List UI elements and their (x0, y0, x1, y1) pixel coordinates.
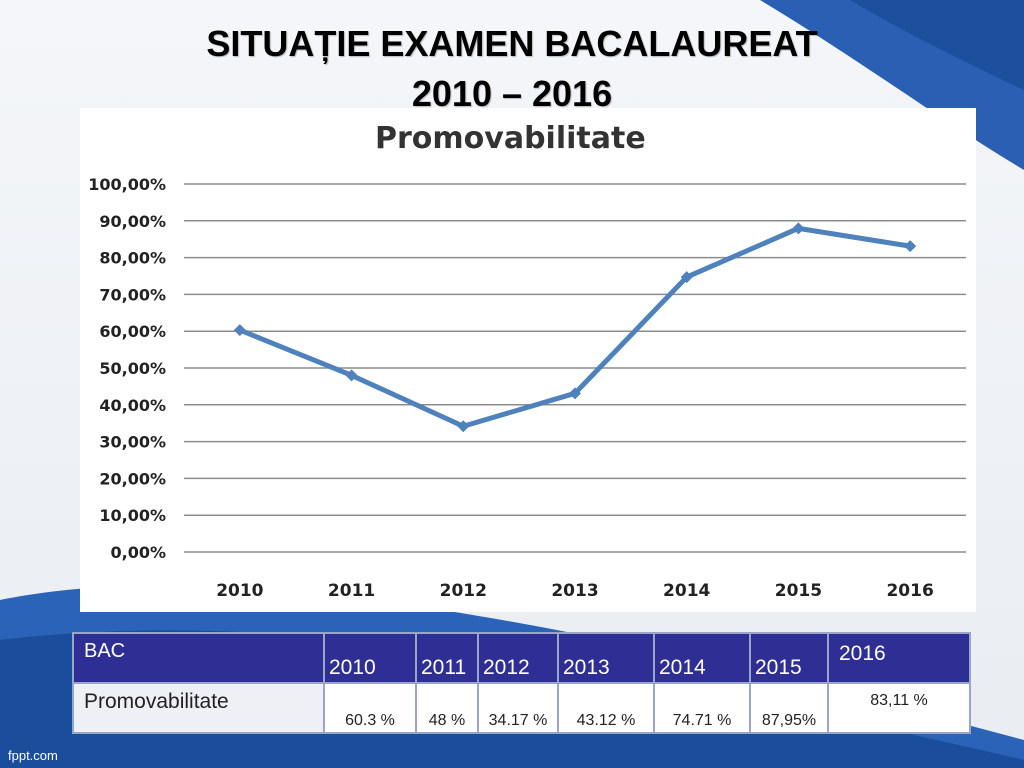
table-row: Promovabilitate 60.3 % 48 % 34.17 % 43.1… (72, 682, 971, 734)
data-point (792, 222, 805, 235)
y-tick-label: 80,00% (99, 249, 166, 268)
chart-panel: Promovabilitate 0,00% 10,00% 20,00% 30,00% 4… (80, 108, 976, 612)
y-tick-label: 50,00% (99, 359, 166, 378)
table-cell: 43.12 % (557, 682, 655, 734)
y-tick-label: 10,00% (99, 506, 166, 525)
table-header-cell: BAC (72, 632, 325, 684)
table-header-cell: 2013 (557, 632, 655, 684)
slide-title-line1: SITUAȚIE EXAMEN BACALAUREAT (206, 23, 818, 64)
x-tick-label: 2016 (886, 581, 933, 601)
table-header-cell: 2010 (323, 632, 417, 684)
y-tick-label: 40,00% (99, 396, 166, 415)
data-table: BAC 2010 2011 2012 2013 2014 2015 2016 P… (72, 632, 971, 734)
x-tick-label: 2010 (216, 581, 263, 601)
y-tick-label: 90,00% (99, 212, 166, 231)
table-cell: Promovabilitate (72, 682, 325, 734)
table-header-row: BAC 2010 2011 2012 2013 2014 2015 2016 (72, 632, 971, 684)
table-header-cell: 2015 (749, 632, 829, 684)
x-tick-label: 2011 (328, 581, 375, 601)
table-cell: 34.17 % (477, 682, 559, 734)
y-tick-label: 100,00% (88, 175, 166, 194)
table-header-cell: 2012 (477, 632, 559, 684)
table-cell: 87,95% (749, 682, 829, 734)
data-point (904, 240, 917, 253)
table-cell: 48 % (415, 682, 479, 734)
footer-brand: fppt.com (8, 748, 58, 763)
y-tick-label: 20,00% (99, 469, 166, 488)
x-tick-label: 2014 (663, 581, 710, 601)
line-chart: Promovabilitate 0,00% 10,00% 20,00% 30,00% 4… (88, 121, 966, 601)
table-header-cell: 2016 (827, 632, 971, 684)
table-header-cell: 2014 (653, 632, 751, 684)
slide-title-line2: 2010 – 2016 (411, 73, 613, 114)
x-tick-label: 2012 (440, 581, 487, 601)
table-cell: 83,11 % (827, 682, 971, 734)
y-tick-label: 70,00% (99, 285, 166, 304)
data-point (680, 271, 693, 284)
table-header-cell: 2011 (415, 632, 479, 684)
table-cell: 60.3 % (323, 682, 417, 734)
y-tick-label: 60,00% (99, 322, 166, 341)
chart-title: Promovabilitate (375, 121, 646, 156)
y-tick-label: 0,00% (110, 543, 166, 562)
data-point (345, 369, 358, 382)
y-tick-label: 30,00% (99, 433, 166, 452)
data-point (233, 324, 246, 337)
x-tick-label: 2015 (775, 581, 822, 601)
table-cell: 74.71 % (653, 682, 751, 734)
data-point (569, 387, 581, 400)
x-tick-label: 2013 (551, 581, 598, 601)
data-point (457, 420, 470, 433)
